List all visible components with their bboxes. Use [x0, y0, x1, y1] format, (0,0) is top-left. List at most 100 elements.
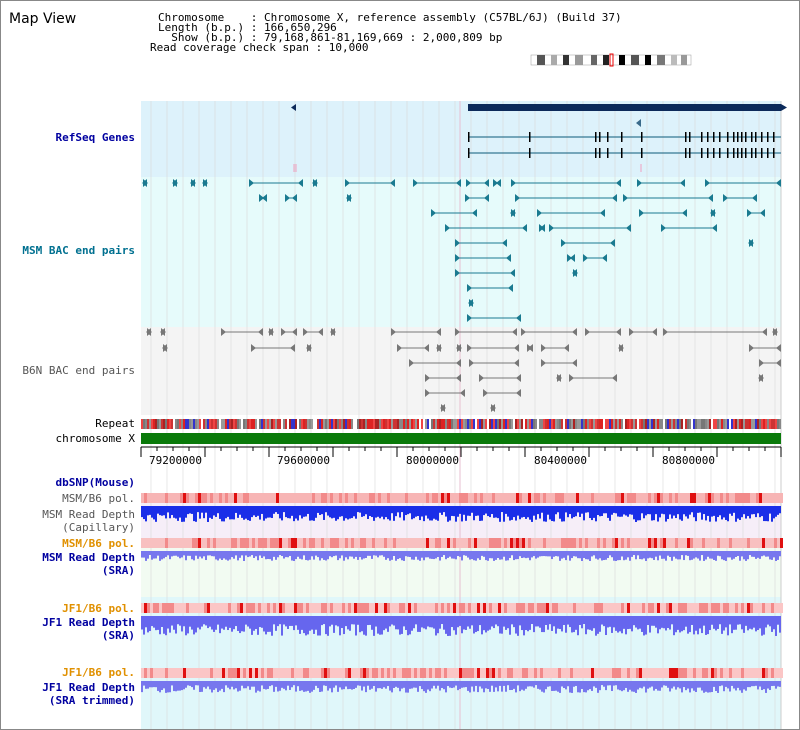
pol-cell — [438, 493, 441, 503]
track-label-repeat[interactable]: Repeat — [95, 417, 135, 430]
depth-bar — [301, 681, 303, 691]
repeat-segment — [547, 419, 549, 429]
chromosome-ideogram[interactable] — [529, 53, 699, 67]
depth-bar — [249, 551, 251, 557]
bac-end-marker — [425, 389, 430, 397]
pol-cell — [351, 538, 354, 548]
pol-cell — [426, 493, 429, 503]
repeat-segment — [619, 419, 621, 429]
track-label-msm-pol[interactable]: MSM/B6 pol. — [62, 492, 135, 505]
track-label-dbsnp[interactable]: dbSNP(Mouse) — [55, 476, 135, 489]
depth-bar — [425, 616, 427, 630]
depth-bar — [269, 681, 271, 687]
pol-cell — [282, 493, 285, 503]
depth-bar — [479, 681, 481, 687]
depth-bar — [699, 681, 701, 688]
msm-bac-pairs[interactable] — [142, 179, 781, 322]
depth-bar — [745, 616, 747, 626]
depth-bar — [443, 681, 445, 690]
depth-bar — [205, 506, 207, 513]
depth-bar — [751, 681, 753, 687]
depth-bar — [775, 551, 777, 561]
b6n-bac-pairs[interactable] — [146, 328, 781, 412]
pol-cell — [477, 603, 480, 613]
repeat-segment — [431, 419, 433, 429]
pol-cell — [483, 493, 486, 503]
pol-cell — [171, 603, 174, 613]
depth-bar — [575, 551, 577, 557]
track-label-b6n-bac[interactable]: B6N BAC end pairs — [22, 364, 135, 377]
repeat-segment — [661, 419, 663, 429]
depth-bar — [533, 681, 535, 688]
depth-bar — [299, 681, 301, 691]
depth-bar — [679, 681, 681, 689]
bac-end-marker — [456, 344, 461, 352]
depth-bar — [303, 681, 305, 692]
track-label-jf1-depth-sra[interactable]: JF1 Read Depth — [42, 616, 135, 629]
pol-cell — [459, 538, 462, 548]
depth-bar — [197, 551, 199, 559]
refseq-genes[interactable] — [291, 104, 787, 172]
depth-bar — [707, 506, 709, 516]
track-label-jf1-pol-2[interactable]: JF1/B6 pol. — [62, 666, 135, 679]
repeat-segment — [333, 419, 335, 429]
pol-cell — [666, 538, 669, 548]
depth-bar — [295, 551, 297, 560]
bac-end-marker — [570, 254, 575, 262]
track-label-msm-depth-sra[interactable]: MSM Read Depth — [42, 551, 135, 564]
bac-end-marker — [467, 314, 472, 322]
track-label-msm-bac[interactable]: MSM BAC end pairs — [22, 244, 135, 257]
pol-cell — [330, 668, 333, 678]
track-label-jf1-depth-trim[interactable]: JF1 Read Depth — [42, 681, 135, 694]
track-label-refseq[interactable]: RefSeq Genes — [55, 131, 135, 144]
depth-bar — [407, 681, 409, 693]
depth-bar — [585, 551, 587, 560]
depth-bar — [573, 681, 575, 687]
pol-cell — [369, 603, 372, 613]
pol-cell — [297, 493, 300, 503]
bac-end-marker — [397, 344, 402, 352]
depth-bar — [175, 681, 177, 692]
pol-cell — [672, 493, 675, 503]
bac-end-marker — [506, 254, 511, 262]
pol-cell — [516, 493, 519, 503]
pol-cell — [585, 493, 588, 503]
repeat-segment — [577, 419, 579, 429]
track-label-jf1-pol[interactable]: JF1/B6 pol. — [62, 602, 135, 615]
depth-bar — [761, 551, 763, 557]
depth-bar — [765, 681, 767, 693]
depth-bar — [701, 616, 703, 634]
depth-bar — [385, 616, 387, 629]
pol-cell — [372, 603, 375, 613]
depth-bar — [759, 681, 761, 687]
bac-end-marker — [663, 328, 668, 336]
pol-cell — [279, 538, 282, 548]
depth-bar — [213, 506, 215, 516]
depth-bar — [239, 616, 241, 634]
depth-bar — [757, 616, 759, 631]
pol-cell — [777, 668, 780, 678]
track-label-msm-depth-cap[interactable]: MSM Read Depth — [42, 508, 135, 521]
depth-bar — [763, 551, 765, 556]
pol-cell — [417, 493, 420, 503]
depth-bar — [483, 506, 485, 516]
depth-bar — [667, 616, 669, 628]
depth-bar — [167, 506, 169, 513]
depth-bar — [657, 681, 659, 691]
depth-bar — [367, 506, 369, 519]
repeat-segment — [601, 419, 603, 429]
bac-end-marker — [456, 374, 461, 382]
exon-mark — [767, 148, 769, 158]
pol-cell — [384, 538, 387, 548]
pol-cell — [321, 603, 324, 613]
repeat-segment — [763, 419, 765, 429]
repeat-segment — [653, 419, 655, 429]
depth-bar — [565, 506, 567, 513]
depth-bar — [323, 506, 325, 520]
track-label-msm-pol-2[interactable]: MSM/B6 pol. — [62, 537, 135, 550]
pol-cell — [462, 538, 465, 548]
depth-bar — [277, 681, 279, 692]
page-title: Map View — [9, 11, 77, 27]
depth-bar — [377, 681, 379, 689]
